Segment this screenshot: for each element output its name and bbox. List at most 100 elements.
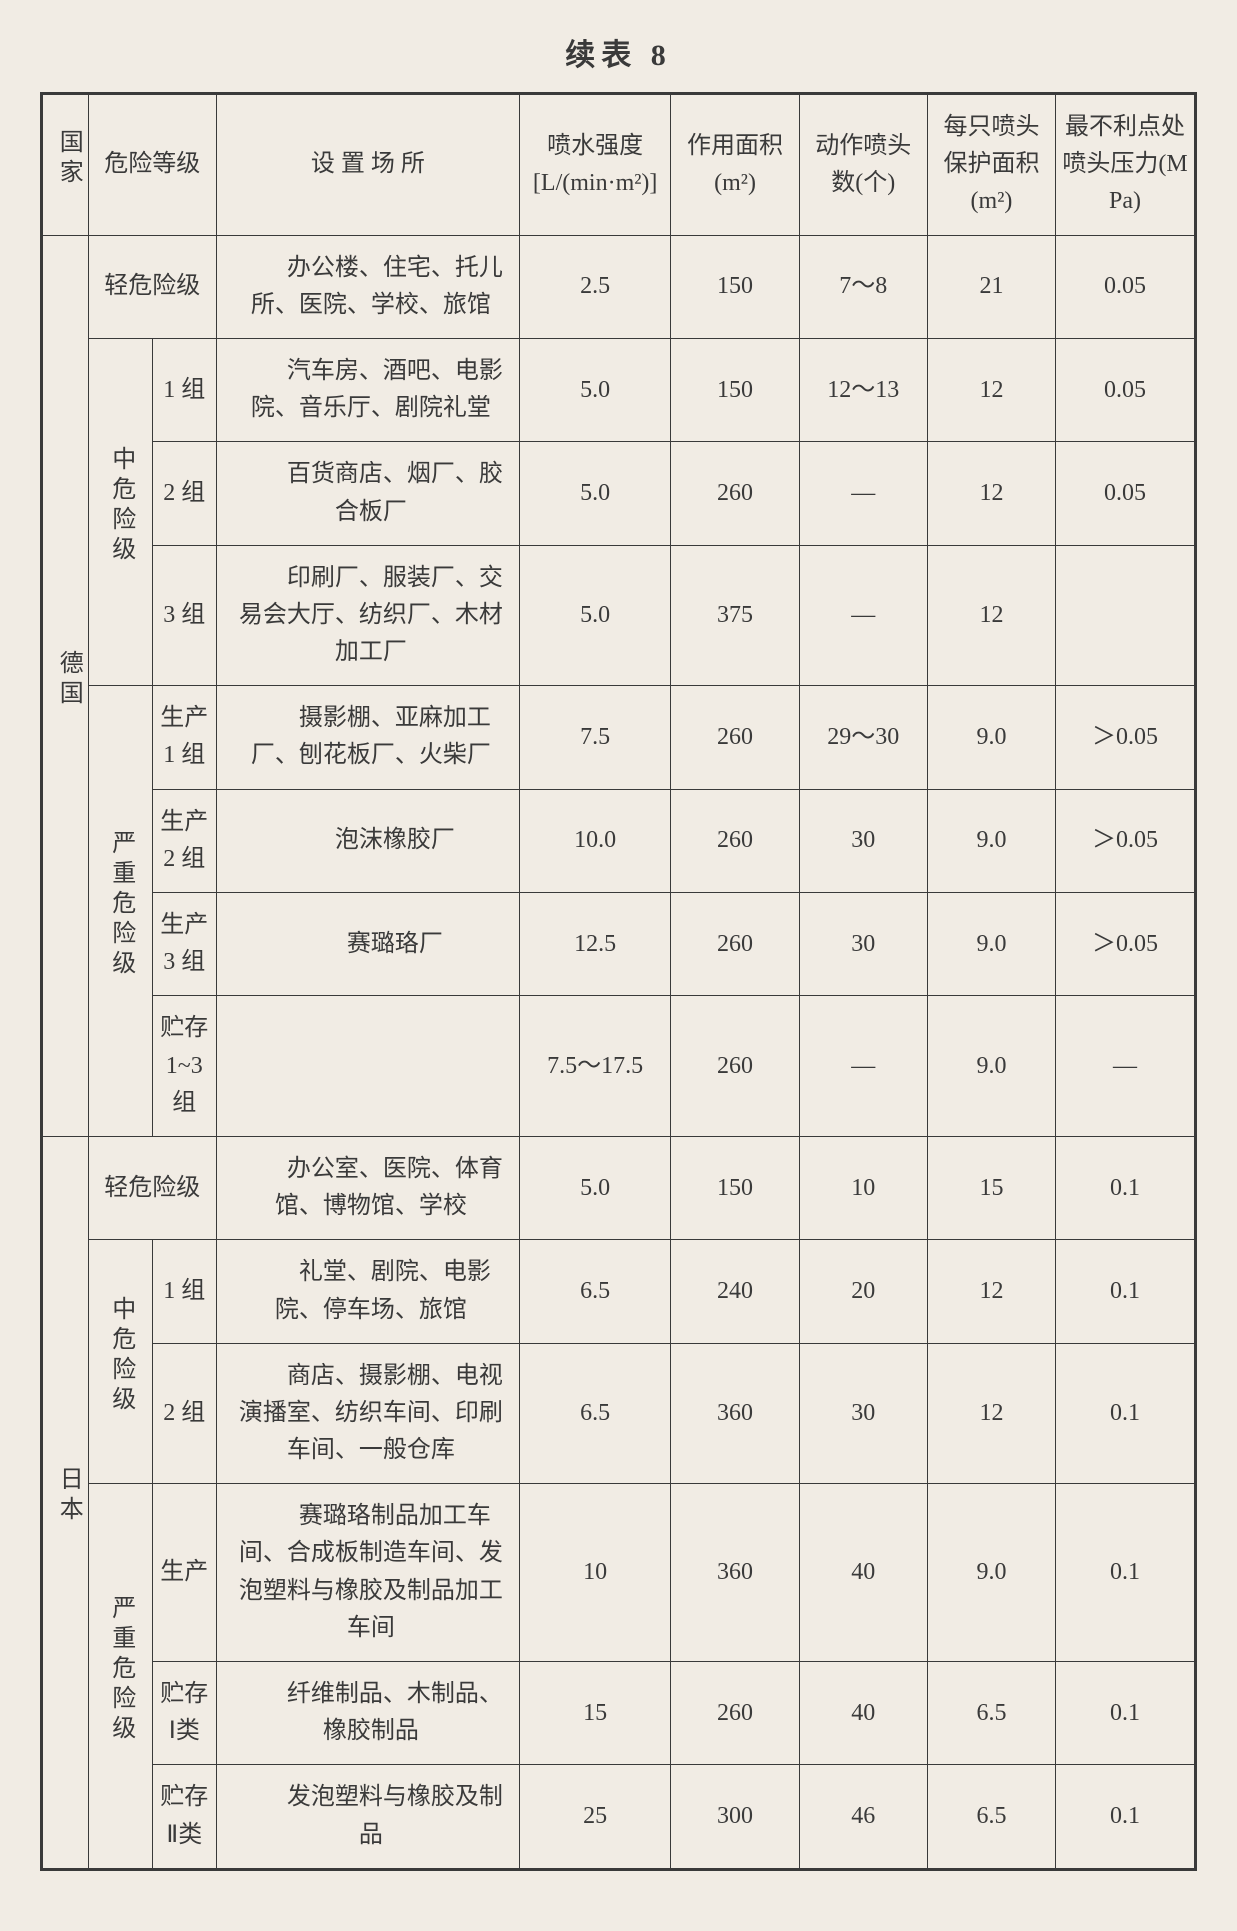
nheads-cell: 20	[799, 1240, 927, 1343]
table-row: 3 组 印刷厂、服装厂、交易会大厅、纺织厂、木材加工厂 5.0 375 — 12	[42, 545, 1196, 686]
place-cell: 印刷厂、服装厂、交易会大厅、纺织厂、木材加工厂	[216, 545, 519, 686]
intensity-cell: 10.0	[519, 789, 671, 892]
table-row: 日本 轻危险级 办公室、医院、体育馆、博物馆、学校 5.0 150 10 15 …	[42, 1136, 1196, 1239]
area-cell: 240	[671, 1240, 799, 1343]
press-cell	[1056, 545, 1196, 686]
subgroup-cell: 生产3 组	[152, 893, 216, 996]
intensity-cell: 5.0	[519, 1136, 671, 1239]
intensity-cell: 6.5	[519, 1343, 671, 1484]
place-cell: 赛璐珞厂	[216, 893, 519, 996]
hazard-severe: 严重危险级	[88, 686, 152, 1137]
intensity-cell: 5.0	[519, 545, 671, 686]
col-pressure: 最不利点处喷头压力(MPa)	[1056, 94, 1196, 236]
country-cell-de: 德国	[42, 235, 89, 1136]
nheads-cell: 30	[799, 893, 927, 996]
press-cell: ＞0.05	[1056, 789, 1196, 892]
intensity-cell: 7.5	[519, 686, 671, 789]
intensity-cell: 6.5	[519, 1240, 671, 1343]
table-row: 严重危险级 生产 赛璐珞制品加工车间、合成板制造车间、发泡塑料与橡胶及制品加工车…	[42, 1484, 1196, 1662]
nheads-cell: —	[799, 442, 927, 545]
prot-cell: 15	[927, 1136, 1055, 1239]
place-cell: 发泡塑料与橡胶及制品	[216, 1765, 519, 1869]
hazard-light: 轻危险级	[88, 1136, 216, 1239]
prot-cell: 21	[927, 235, 1055, 338]
hazard-severe: 严重危险级	[88, 1484, 152, 1870]
col-area: 作用面积 (m²)	[671, 94, 799, 236]
hazard-light: 轻危险级	[88, 235, 216, 338]
press-cell: 0.1	[1056, 1662, 1196, 1765]
subgroup-cell: 生产1 组	[152, 686, 216, 789]
prot-cell: 12	[927, 1343, 1055, 1484]
place-cell: 赛璐珞制品加工车间、合成板制造车间、发泡塑料与橡胶及制品加工车间	[216, 1484, 519, 1662]
subgroup-cell: 1 组	[152, 1240, 216, 1343]
intensity-cell: 15	[519, 1662, 671, 1765]
col-place: 设 置 场 所	[216, 94, 519, 236]
subgroup-cell: 3 组	[152, 545, 216, 686]
col-n-heads: 动作喷头数(个)	[799, 94, 927, 236]
press-cell: 0.1	[1056, 1765, 1196, 1869]
press-cell: 0.1	[1056, 1343, 1196, 1484]
place-cell: 商店、摄影棚、电视演播室、纺织车间、印刷车间、一般仓库	[216, 1343, 519, 1484]
press-cell: —	[1056, 996, 1196, 1137]
intensity-cell: 5.0	[519, 338, 671, 441]
subgroup-cell: 2 组	[152, 1343, 216, 1484]
place-cell: 百货商店、烟厂、胶合板厂	[216, 442, 519, 545]
nheads-cell: —	[799, 545, 927, 686]
table-row: 2 组 百货商店、烟厂、胶合板厂 5.0 260 — 12 0.05	[42, 442, 1196, 545]
subgroup-cell: 生产	[152, 1484, 216, 1662]
subgroup-cell: 贮存Ⅰ类	[152, 1662, 216, 1765]
area-cell: 300	[671, 1765, 799, 1869]
press-cell: ＞0.05	[1056, 686, 1196, 789]
press-cell: 0.05	[1056, 235, 1196, 338]
area-cell: 260	[671, 686, 799, 789]
nheads-cell: 12～13	[799, 338, 927, 441]
prot-cell: 12	[927, 442, 1055, 545]
table-row: 贮存Ⅱ类 发泡塑料与橡胶及制品 25 300 46 6.5 0.1	[42, 1765, 1196, 1869]
intensity-cell: 5.0	[519, 442, 671, 545]
prot-cell: 9.0	[927, 789, 1055, 892]
area-cell: 150	[671, 1136, 799, 1239]
nheads-cell: 30	[799, 789, 927, 892]
subgroup-cell: 2 组	[152, 442, 216, 545]
subgroup-cell: 贮存1~3组	[152, 996, 216, 1137]
table-row: 贮存1~3组 7.5～17.5 260 — 9.0 —	[42, 996, 1196, 1137]
press-cell: 0.1	[1056, 1484, 1196, 1662]
place-cell: 纤维制品、木制品、橡胶制品	[216, 1662, 519, 1765]
intensity-cell: 12.5	[519, 893, 671, 996]
place-cell: 礼堂、剧院、电影院、停车场、旅馆	[216, 1240, 519, 1343]
prot-cell: 6.5	[927, 1765, 1055, 1869]
place-cell	[216, 996, 519, 1137]
table-row: 严重危险级 生产1 组 摄影棚、亚麻加工厂、刨花板厂、火柴厂 7.5 260 2…	[42, 686, 1196, 789]
place-cell: 办公楼、住宅、托儿所、医院、学校、旅馆	[216, 235, 519, 338]
prot-cell: 12	[927, 1240, 1055, 1343]
area-cell: 150	[671, 235, 799, 338]
area-cell: 360	[671, 1343, 799, 1484]
col-intensity: 喷水强度 [L/(min·m²)]	[519, 94, 671, 236]
nheads-cell: 30	[799, 1343, 927, 1484]
sprinkler-spec-table: 国家 危险等级 设 置 场 所 喷水强度 [L/(min·m²)] 作用面积 (…	[40, 92, 1197, 1871]
prot-cell: 9.0	[927, 996, 1055, 1137]
area-cell: 260	[671, 789, 799, 892]
intensity-cell: 2.5	[519, 235, 671, 338]
nheads-cell: 46	[799, 1765, 927, 1869]
prot-cell: 12	[927, 338, 1055, 441]
area-cell: 260	[671, 1662, 799, 1765]
press-cell: 0.05	[1056, 442, 1196, 545]
press-cell: 0.1	[1056, 1240, 1196, 1343]
prot-cell: 6.5	[927, 1662, 1055, 1765]
press-cell: 0.05	[1056, 338, 1196, 441]
area-cell: 375	[671, 545, 799, 686]
subgroup-cell: 贮存Ⅱ类	[152, 1765, 216, 1869]
intensity-cell: 7.5～17.5	[519, 996, 671, 1137]
table-header: 国家 危险等级 设 置 场 所 喷水强度 [L/(min·m²)] 作用面积 (…	[42, 94, 1196, 236]
prot-cell: 12	[927, 545, 1055, 686]
col-country: 国家	[42, 94, 89, 236]
nheads-cell: 40	[799, 1484, 927, 1662]
table-caption: 续表 8	[40, 30, 1197, 74]
subgroup-cell: 生产2 组	[152, 789, 216, 892]
prot-cell: 9.0	[927, 893, 1055, 996]
nheads-cell: 29～30	[799, 686, 927, 789]
area-cell: 150	[671, 338, 799, 441]
nheads-cell: 7～8	[799, 235, 927, 338]
col-prot-area: 每只喷头保护面积 (m²)	[927, 94, 1055, 236]
